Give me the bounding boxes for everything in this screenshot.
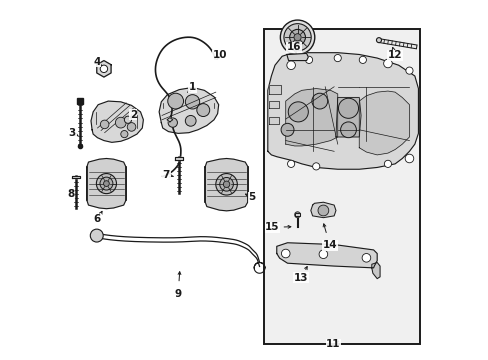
Text: 5: 5: [247, 192, 255, 202]
Circle shape: [294, 212, 300, 218]
Polygon shape: [371, 262, 379, 279]
Circle shape: [100, 120, 109, 129]
Circle shape: [124, 116, 131, 123]
Polygon shape: [204, 158, 247, 211]
Text: 7: 7: [163, 170, 170, 180]
Polygon shape: [97, 60, 111, 77]
Polygon shape: [175, 157, 183, 160]
Polygon shape: [285, 89, 337, 146]
Circle shape: [305, 56, 312, 63]
Circle shape: [376, 38, 381, 42]
Text: 12: 12: [387, 50, 402, 60]
Circle shape: [319, 250, 327, 258]
Circle shape: [405, 67, 412, 74]
Polygon shape: [335, 98, 360, 137]
Circle shape: [289, 30, 305, 45]
Polygon shape: [294, 213, 300, 216]
Polygon shape: [286, 53, 308, 60]
Circle shape: [384, 160, 391, 167]
Circle shape: [96, 174, 116, 194]
Polygon shape: [267, 53, 418, 169]
Polygon shape: [167, 118, 172, 122]
Polygon shape: [268, 117, 279, 125]
Text: 8: 8: [67, 189, 74, 199]
Text: 10: 10: [212, 50, 227, 60]
Circle shape: [127, 123, 136, 131]
Circle shape: [215, 174, 237, 195]
Circle shape: [185, 95, 199, 109]
Polygon shape: [86, 158, 126, 209]
Circle shape: [100, 177, 113, 190]
Circle shape: [219, 177, 233, 191]
Circle shape: [185, 116, 196, 126]
Circle shape: [281, 249, 289, 258]
Text: 16: 16: [286, 42, 301, 52]
Text: 11: 11: [325, 339, 340, 349]
Circle shape: [405, 154, 413, 163]
Text: 2: 2: [129, 110, 137, 120]
Circle shape: [287, 102, 308, 122]
Polygon shape: [268, 101, 278, 108]
Circle shape: [121, 131, 128, 138]
Polygon shape: [359, 91, 408, 155]
Polygon shape: [268, 85, 281, 94]
Circle shape: [100, 65, 107, 73]
Circle shape: [168, 118, 177, 127]
Circle shape: [90, 229, 103, 242]
Circle shape: [383, 59, 391, 68]
Circle shape: [333, 54, 341, 62]
Circle shape: [311, 93, 327, 109]
Text: 15: 15: [264, 222, 279, 232]
Text: 1: 1: [188, 82, 196, 93]
Circle shape: [293, 34, 301, 41]
Circle shape: [287, 160, 294, 167]
Circle shape: [103, 181, 109, 186]
Circle shape: [167, 93, 183, 109]
Circle shape: [281, 123, 293, 136]
Circle shape: [312, 163, 319, 170]
Circle shape: [115, 117, 126, 128]
Polygon shape: [310, 202, 335, 218]
Polygon shape: [72, 176, 80, 178]
Circle shape: [362, 253, 370, 262]
Circle shape: [338, 98, 358, 118]
Text: 3: 3: [69, 128, 76, 138]
Circle shape: [196, 104, 209, 117]
Polygon shape: [91, 101, 143, 142]
Text: 4: 4: [93, 57, 100, 67]
Polygon shape: [159, 87, 218, 134]
Text: 14: 14: [322, 240, 336, 250]
Bar: [264, 29, 419, 344]
Circle shape: [340, 122, 356, 138]
Text: 13: 13: [293, 273, 308, 283]
Circle shape: [317, 205, 328, 216]
Circle shape: [284, 24, 310, 51]
Polygon shape: [276, 243, 376, 268]
Circle shape: [223, 181, 229, 188]
Circle shape: [280, 20, 314, 54]
Circle shape: [286, 61, 295, 69]
Text: 9: 9: [174, 289, 182, 299]
Circle shape: [359, 56, 366, 63]
Text: 6: 6: [94, 215, 101, 224]
